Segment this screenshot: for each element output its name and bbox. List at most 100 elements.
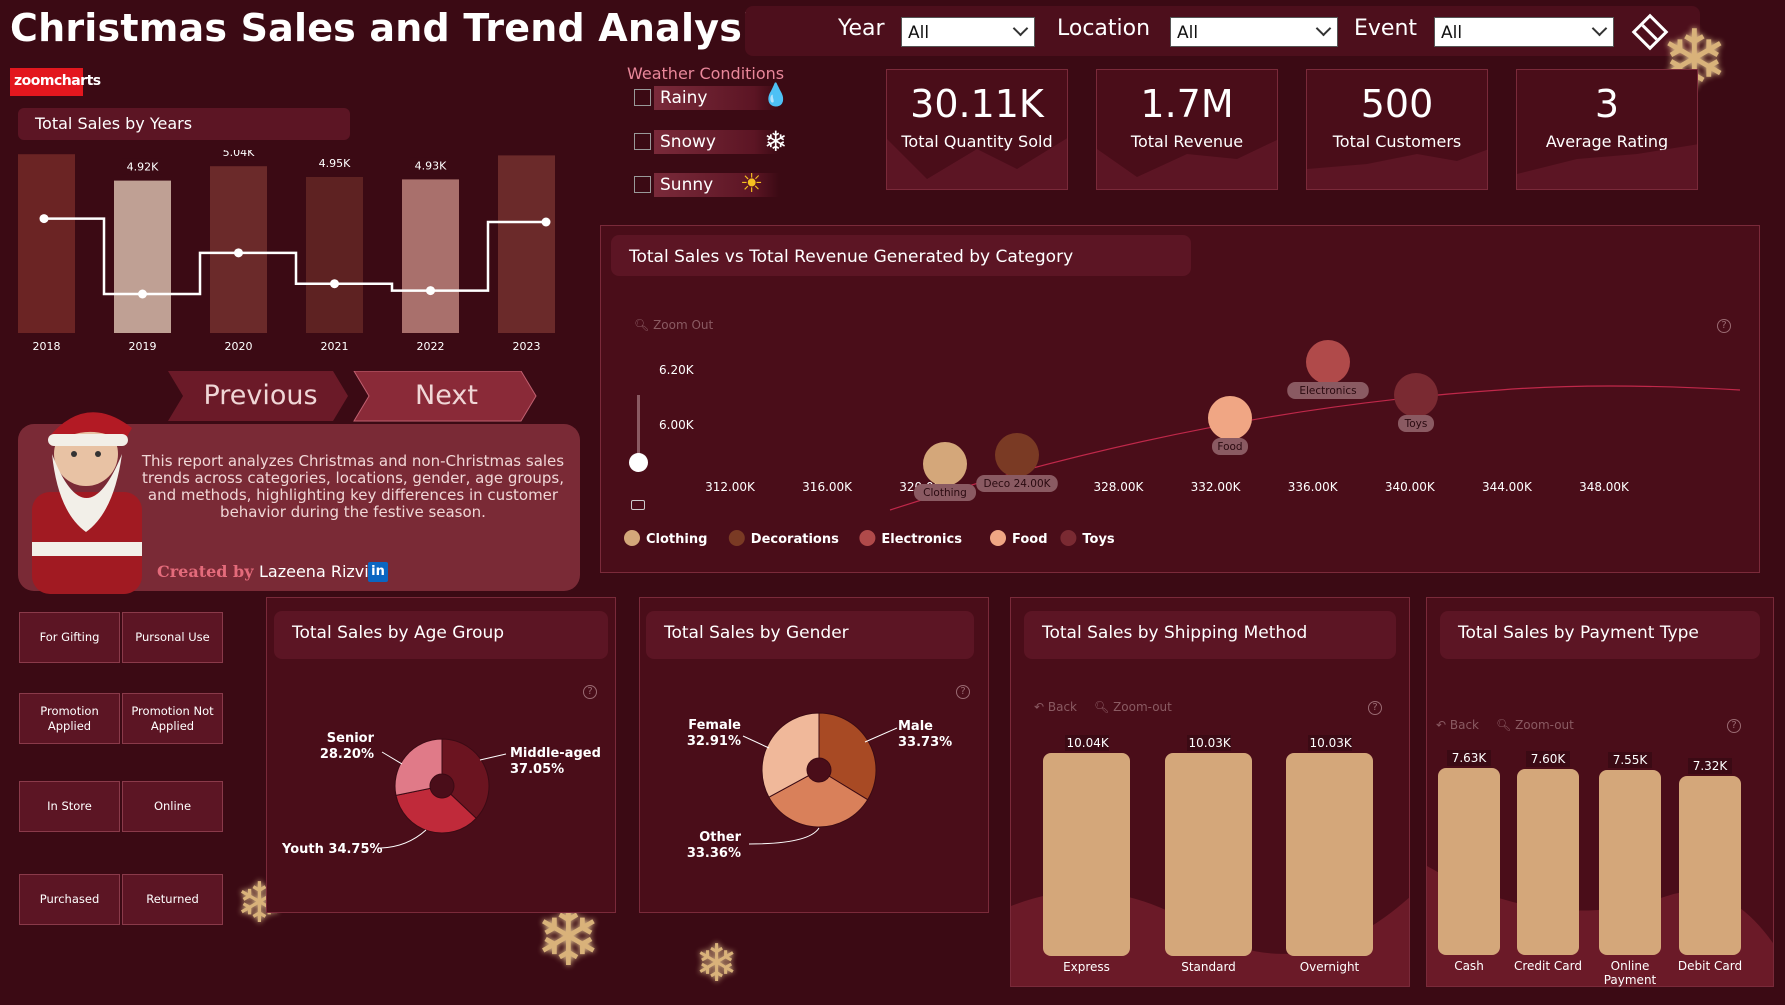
zoom-slider-track[interactable] bbox=[637, 395, 640, 461]
slicer-in-store[interactable]: In Store bbox=[19, 781, 120, 832]
kpi-label: Average Rating bbox=[1545, 132, 1669, 151]
donut-category-label: Middle-aged bbox=[510, 746, 601, 761]
kpi-sparkline bbox=[1517, 144, 1697, 189]
donut-leader-line bbox=[748, 827, 820, 845]
shipping-zoom-out-button[interactable]: 🔍︎ Zoom-out bbox=[1094, 700, 1172, 714]
help-icon[interactable]: ? bbox=[1727, 719, 1741, 733]
rainy-label: Rainy bbox=[654, 86, 779, 110]
location-select-value: All bbox=[1177, 23, 1199, 43]
shipping-bar-chart: 10.04K Express 10.03K Standard 10.03K Overnig… bbox=[1010, 720, 1410, 980]
location-filter-label: Location bbox=[1057, 16, 1151, 41]
year-bar-label: 4.93K bbox=[415, 159, 447, 172]
x-tick-label: 348.00K bbox=[1579, 480, 1630, 494]
next-button[interactable]: Next bbox=[415, 380, 478, 411]
bar[interactable] bbox=[1599, 770, 1661, 955]
scatter-point-label-bg bbox=[976, 475, 1058, 492]
year-bar-label-bg bbox=[410, 157, 450, 174]
kpi-sparkline bbox=[887, 138, 1067, 189]
donut-value-label: 33.73% bbox=[898, 735, 952, 750]
bar-value-label: 7.60K bbox=[1526, 750, 1570, 767]
rainy-checkbox[interactable] bbox=[634, 89, 651, 106]
payment-zoom-out-button[interactable]: 🔍︎ Zoom-out bbox=[1496, 718, 1574, 732]
shipping-back-button[interactable]: ↶ Back bbox=[1034, 700, 1077, 714]
kpi-value: 30.11K bbox=[910, 82, 1044, 126]
slicer-promotion-applied[interactable]: Promotion Applied bbox=[19, 693, 120, 744]
bar[interactable] bbox=[1438, 768, 1500, 955]
slicer-online[interactable]: Online bbox=[122, 781, 223, 832]
scatter-zoom-out[interactable]: 🔍︎ Zoom Out bbox=[634, 318, 713, 332]
zoom-slider-handle[interactable] bbox=[629, 453, 648, 472]
donut-leader-line bbox=[742, 735, 770, 749]
snowflake-decoration-icon: ❄ bbox=[695, 934, 739, 994]
sunny-label: Sunny bbox=[654, 173, 779, 197]
year-bar bbox=[402, 179, 459, 333]
age-chart-title: Total Sales by Age Group bbox=[274, 611, 608, 659]
scatter-point bbox=[923, 442, 967, 486]
bar[interactable] bbox=[1679, 775, 1741, 955]
zoom-out-label: Zoom-out bbox=[1515, 718, 1574, 732]
sunny-checkbox[interactable] bbox=[634, 176, 651, 193]
snowy-checkbox[interactable] bbox=[634, 133, 651, 150]
bar[interactable] bbox=[1517, 768, 1579, 955]
chevron-down-icon bbox=[1012, 20, 1029, 37]
bar-value-label: 7.55K bbox=[1608, 752, 1652, 769]
help-icon[interactable]: ? bbox=[1368, 701, 1382, 715]
bar-category-label: Online Payment bbox=[1603, 959, 1657, 987]
x-tick-label: 340.00K bbox=[1385, 480, 1436, 494]
donut-slice bbox=[768, 775, 869, 828]
year-tick-label: 2020 bbox=[225, 340, 253, 353]
previous-button-shape[interactable] bbox=[168, 371, 348, 421]
bar-value-label: 7.63K bbox=[1447, 750, 1491, 766]
bar[interactable] bbox=[1043, 753, 1130, 956]
location-select[interactable]: All bbox=[1170, 17, 1338, 47]
chevron-down-icon bbox=[1315, 20, 1332, 37]
year-trend-point bbox=[138, 289, 147, 299]
slicer-purchased[interactable]: Purchased bbox=[19, 874, 120, 925]
event-filter-label: Event bbox=[1354, 16, 1418, 41]
slicer-for-gifting[interactable]: For Gifting bbox=[19, 612, 120, 663]
donut-leader-line bbox=[377, 829, 427, 849]
bar-category-label: Cash bbox=[1454, 959, 1484, 973]
slicer-promotion-not-applied[interactable]: Promotion Not Applied bbox=[122, 693, 223, 744]
snowflake-icon: ❄ bbox=[764, 125, 788, 158]
slicer-returned[interactable]: Returned bbox=[122, 874, 223, 925]
payment-back-button[interactable]: ↶ Back bbox=[1436, 718, 1479, 732]
bar-value-label: 7.32K bbox=[1688, 757, 1732, 774]
bar-category-label: Debit Card bbox=[1677, 959, 1743, 973]
created-by-label: Created by bbox=[157, 562, 254, 581]
kpi-value: 1.7M bbox=[1140, 82, 1234, 126]
year-tick-label: 2023 bbox=[513, 340, 541, 353]
kpi-sparkline bbox=[1097, 139, 1277, 189]
payment-bar-chart: 7.63K Cash 7.60K Credit Card 7.55K Online Pay… bbox=[1426, 740, 1774, 990]
next-button-shape[interactable] bbox=[353, 371, 537, 422]
year-bar bbox=[114, 180, 171, 333]
donut-slice bbox=[394, 738, 443, 796]
bar-value-label: 10.04K bbox=[1064, 735, 1109, 751]
help-icon[interactable]: ? bbox=[956, 685, 970, 699]
donut-value-label: 37.05% bbox=[510, 762, 564, 777]
year-trend-point bbox=[541, 217, 551, 227]
year-select[interactable]: All bbox=[901, 17, 1035, 47]
year-trend-point bbox=[426, 286, 435, 296]
donut-category-label: Senior bbox=[327, 731, 375, 746]
kpi-label: Total Revenue bbox=[1130, 132, 1244, 151]
previous-button[interactable]: Previous bbox=[203, 380, 318, 411]
sun-icon: ☀ bbox=[740, 169, 764, 199]
bar[interactable] bbox=[1286, 753, 1373, 956]
y-tick-label: 6.20K bbox=[659, 363, 695, 377]
scatter-point-label: Electronics bbox=[1299, 385, 1356, 397]
help-icon[interactable]: ? bbox=[583, 685, 597, 699]
donut-slice bbox=[818, 712, 877, 801]
donut-slice bbox=[441, 738, 490, 819]
event-select[interactable]: All bbox=[1434, 17, 1614, 47]
kpi-value: 500 bbox=[1360, 82, 1434, 126]
legend-swatch bbox=[859, 530, 876, 546]
help-icon[interactable]: ? bbox=[1717, 319, 1731, 333]
slicer-personal-use[interactable]: Pursonal Use bbox=[122, 612, 223, 663]
slider-toggle-icon[interactable] bbox=[631, 500, 645, 510]
linkedin-icon[interactable]: in bbox=[368, 562, 388, 582]
bar[interactable] bbox=[1165, 753, 1252, 956]
year-trend-point bbox=[234, 248, 243, 258]
bar-category-label: Standard bbox=[1181, 960, 1236, 974]
